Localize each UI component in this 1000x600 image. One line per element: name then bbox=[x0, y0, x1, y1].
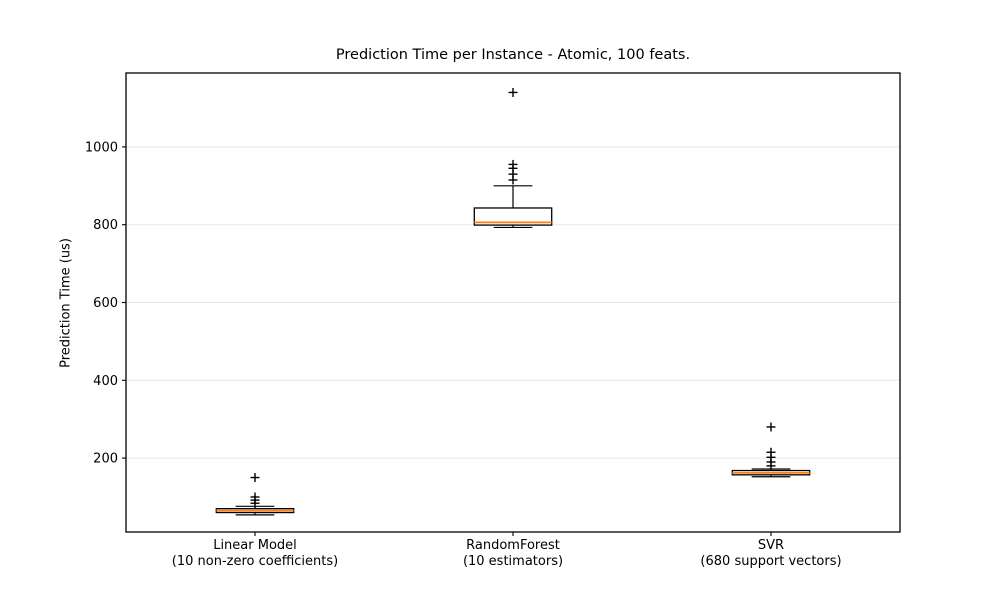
chart-title: Prediction Time per Instance - Atomic, 1… bbox=[335, 47, 691, 63]
x-category-sublabel: (10 estimators) bbox=[463, 554, 563, 569]
y-tick-label: 200 bbox=[93, 452, 118, 467]
x-category-label: RandomForest bbox=[466, 538, 560, 553]
x-category-sublabel: (680 support vectors) bbox=[700, 554, 841, 569]
y-tick-label: 800 bbox=[93, 218, 118, 233]
x-category-label: Linear Model bbox=[213, 538, 297, 553]
y-tick-label: 600 bbox=[93, 296, 118, 311]
y-tick-label: 400 bbox=[93, 374, 118, 389]
x-category-sublabel: (10 non-zero coefficients) bbox=[172, 554, 338, 569]
y-tick-label: 1000 bbox=[85, 140, 118, 155]
iqr-box bbox=[473, 207, 553, 226]
x-category-label: SVR bbox=[758, 538, 784, 553]
